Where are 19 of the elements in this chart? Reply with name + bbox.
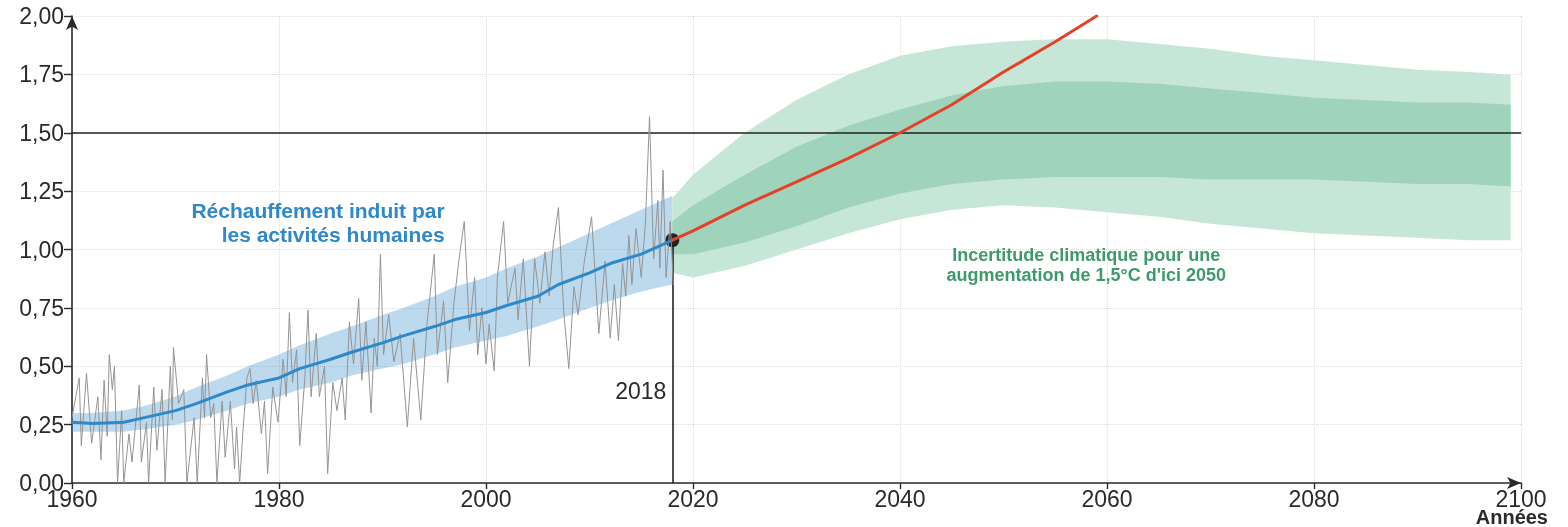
- y-tick-label: 0,25: [19, 411, 64, 438]
- x-tick-label: 2040: [874, 485, 926, 512]
- y-tick-label: 1,00: [19, 236, 64, 263]
- x-tick-label: 2020: [667, 485, 719, 512]
- x-tick-label: 2080: [1288, 485, 1340, 512]
- y-tick-label: 1,25: [19, 178, 64, 205]
- x-tick-label: 2060: [1081, 485, 1133, 512]
- y-tick-label: 2,00: [19, 3, 64, 29]
- y-tick-label: 1,50: [19, 119, 64, 146]
- x-tick-label: 1980: [253, 485, 305, 512]
- ref-line-label: 2018: [615, 377, 667, 404]
- x-axis-title: Années: [1475, 506, 1548, 527]
- text: Réchauffement induit par les activités humaines: [191, 198, 445, 246]
- annotation: Incertitude climatique pour une augmentation de 1,5°C d'ici 2050: [946, 244, 1227, 285]
- y-tick-label: 0,50: [19, 353, 64, 380]
- line-series: [71, 115, 674, 484]
- x-tick-label: 2000: [460, 485, 512, 512]
- y-tick-label: 1,75: [19, 61, 64, 88]
- y-tick-label: 0,75: [19, 294, 64, 321]
